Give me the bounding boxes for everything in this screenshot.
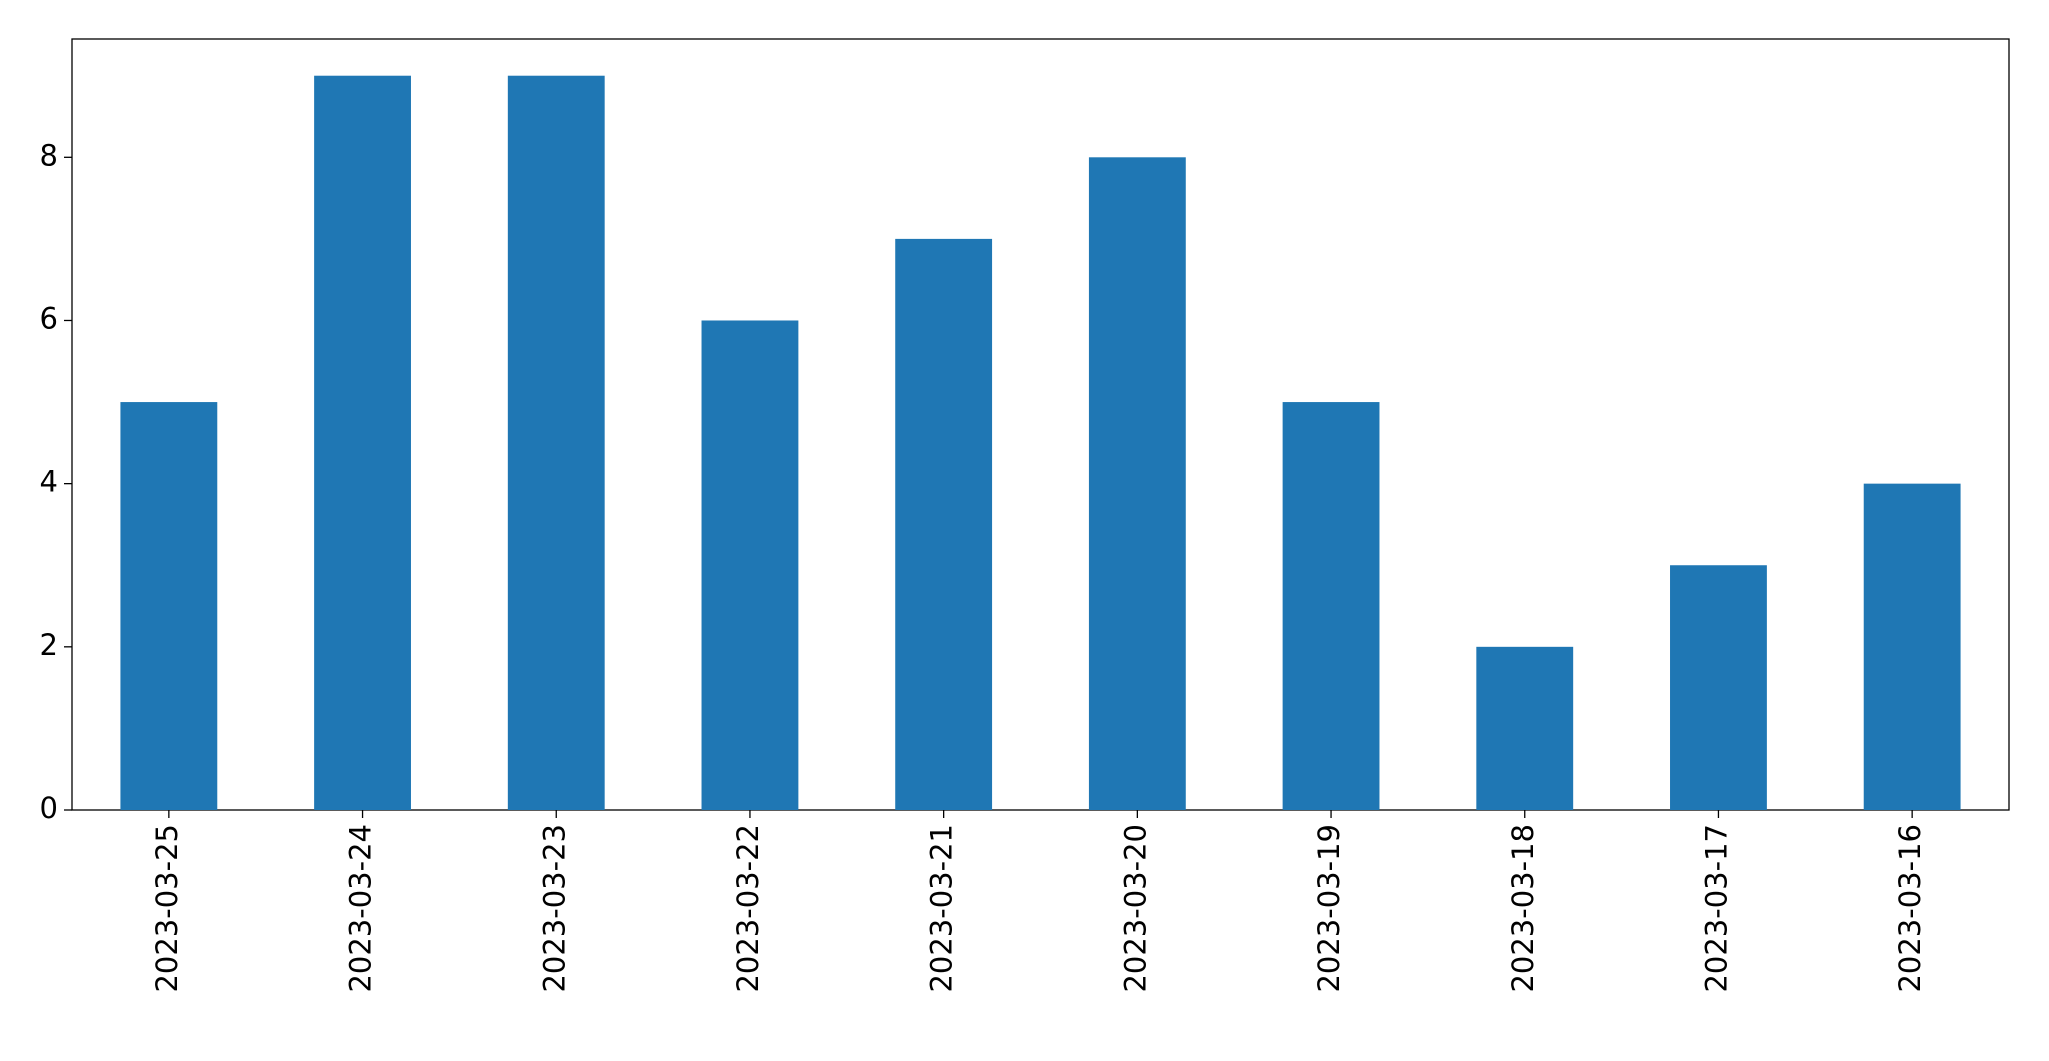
x-tick-label: 2023-03-25 [150, 824, 184, 993]
x-tick-label: 2023-03-19 [1312, 824, 1346, 993]
x-tick-label: 2023-03-24 [344, 824, 378, 993]
x-tick-label: 2023-03-21 [925, 824, 959, 993]
bar [1088, 157, 1186, 811]
bar [1863, 483, 1961, 810]
x-tick-label: 2023-03-17 [1699, 824, 1733, 993]
bar [701, 320, 799, 810]
y-tick-label: 2 [40, 628, 58, 662]
y-tick-label: 6 [40, 301, 58, 335]
bar [120, 402, 218, 810]
bar [314, 75, 411, 810]
bar [1476, 646, 1574, 810]
bar [1670, 565, 1767, 810]
plot-frame [71, 38, 2010, 811]
bar [507, 75, 605, 810]
x-tick-label: 2023-03-23 [537, 824, 571, 993]
x-tick-label: 2023-03-22 [731, 824, 765, 993]
y-tick-label: 8 [40, 138, 58, 172]
x-tick-label: 2023-03-16 [1893, 824, 1927, 993]
y-tick-label: 0 [40, 791, 58, 825]
x-tick-label: 2023-03-20 [1118, 824, 1152, 993]
x-tick-label: 2023-03-18 [1506, 824, 1540, 993]
bar [895, 238, 993, 810]
y-tick-label: 4 [40, 465, 58, 499]
bar [1282, 402, 1380, 810]
